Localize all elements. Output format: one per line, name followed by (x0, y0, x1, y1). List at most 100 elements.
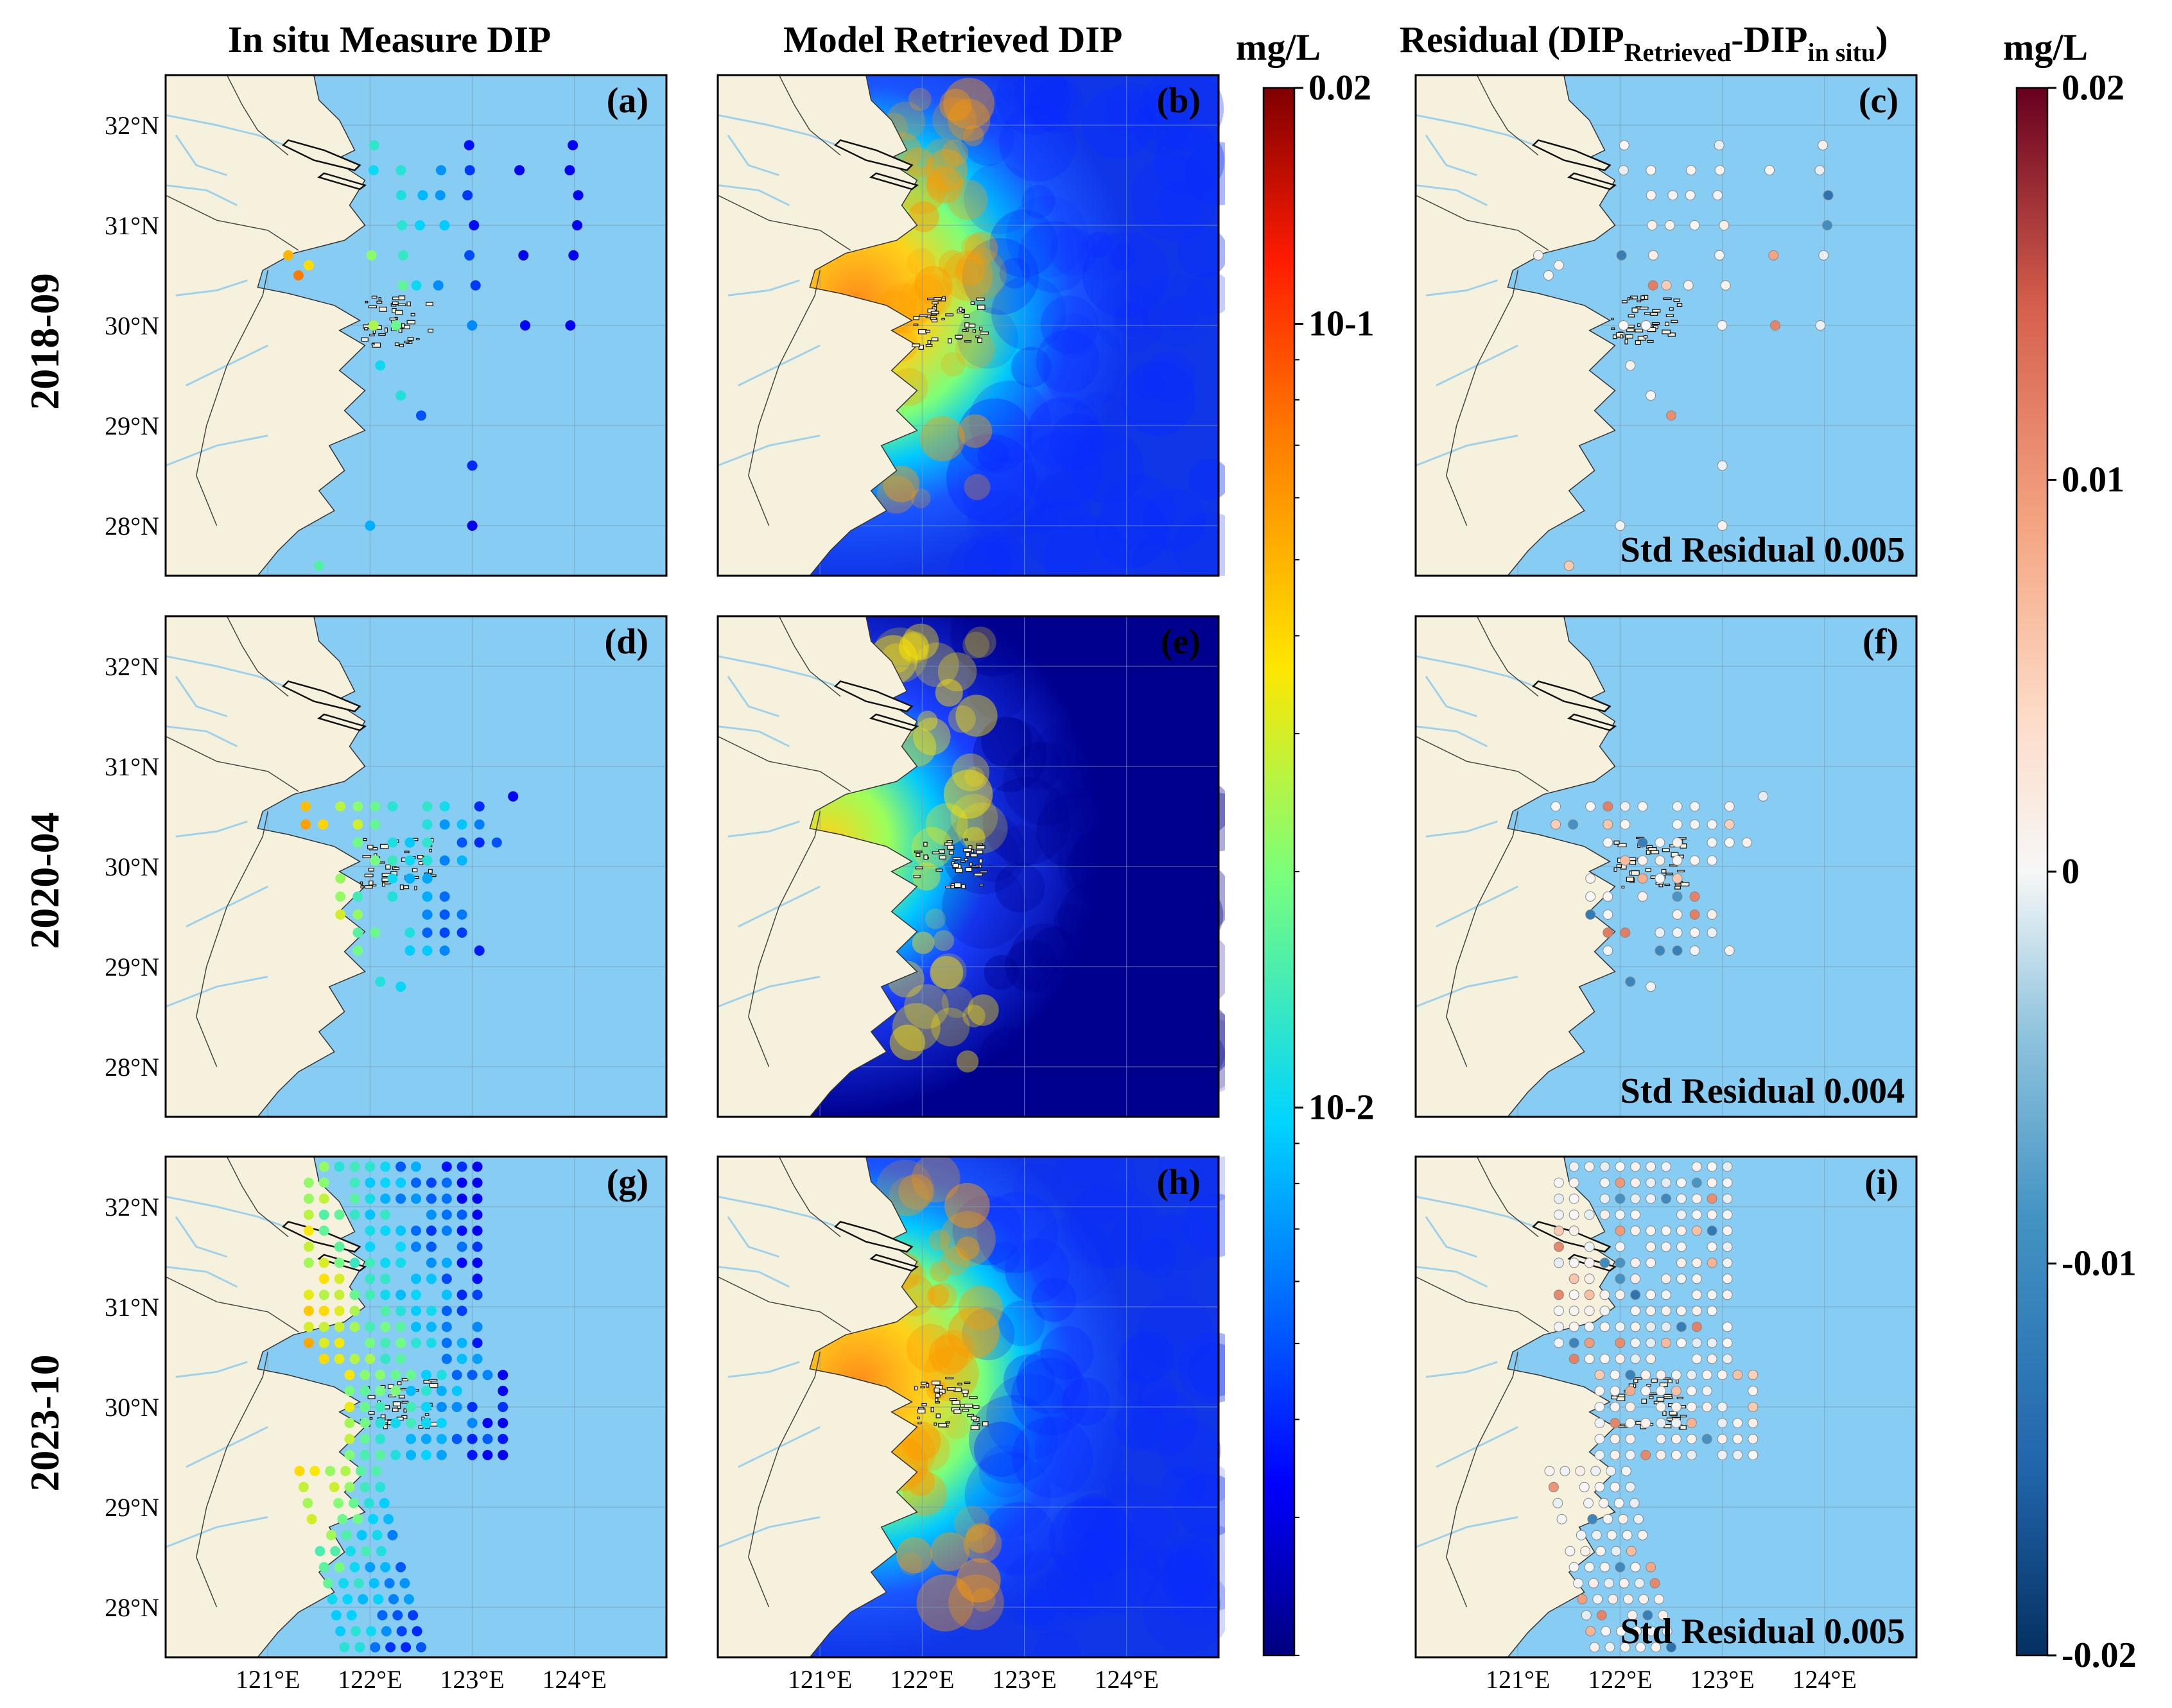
field-patch (973, 718, 1047, 792)
river (166, 435, 268, 467)
archipelago-island (975, 335, 980, 338)
archipelago-island (369, 880, 374, 886)
field-patch (1061, 1187, 1143, 1269)
station-marker (1656, 1433, 1666, 1444)
province-border (778, 616, 841, 697)
row-label-2020-04: 2020-04 (22, 812, 67, 949)
field-patch (955, 694, 998, 737)
province-border (166, 194, 299, 251)
station-marker (1724, 837, 1735, 848)
station-marker (1620, 927, 1631, 938)
station-marker (388, 1594, 399, 1605)
station-marker (1646, 1562, 1656, 1573)
field-patch (1077, 232, 1125, 280)
archipelago-island (916, 852, 921, 858)
station-marker (1661, 1306, 1671, 1316)
field-patch (958, 414, 993, 448)
archipelago-island (961, 1390, 969, 1394)
archipelago-island (945, 1377, 954, 1379)
field-patch (1115, 854, 1174, 913)
station-marker (354, 1642, 365, 1653)
residual-title-end: ) (1875, 19, 1888, 60)
station-marker (395, 1322, 406, 1333)
station-marker (406, 1449, 416, 1460)
station-marker (1629, 1497, 1640, 1508)
station-marker (1672, 819, 1683, 830)
field-patch (1044, 516, 1129, 576)
station-marker (369, 1578, 379, 1589)
station-marker (398, 250, 408, 261)
field-patch (1030, 927, 1077, 974)
field-patch (1005, 1238, 1070, 1303)
station-marker (315, 1546, 326, 1557)
station-marker (456, 837, 467, 848)
field-patch (1082, 232, 1169, 318)
field-patch (944, 1414, 969, 1439)
station-marker (1722, 1241, 1733, 1252)
colorbar-residual-tick-label: 0.02 (2062, 68, 2124, 108)
station-marker (1646, 981, 1656, 992)
lat-tick-label: 29°N (105, 411, 159, 440)
station-marker (1640, 320, 1651, 331)
station-marker (1599, 1257, 1610, 1268)
station-marker (1748, 1386, 1759, 1396)
station-marker (335, 891, 346, 902)
station-marker (451, 1370, 462, 1381)
river (166, 1266, 238, 1288)
field-patch (912, 931, 935, 954)
station-marker (1589, 1642, 1600, 1653)
river (166, 655, 299, 693)
station-marker (433, 280, 444, 291)
station-marker (375, 1449, 386, 1460)
station-marker (426, 1225, 437, 1236)
archipelago-island (1618, 1425, 1626, 1428)
station-marker (441, 1177, 452, 1188)
station-marker (1603, 927, 1613, 938)
river (718, 1266, 790, 1288)
station-marker (1691, 1225, 1702, 1236)
station-marker (1671, 1449, 1681, 1460)
archipelago-island (964, 1403, 973, 1408)
station-marker (1676, 1306, 1687, 1316)
field-patch (1095, 496, 1169, 569)
station-marker (1553, 1193, 1564, 1204)
colorbar-residual-tick-label: 0 (2062, 852, 2080, 892)
archipelago-island (381, 877, 389, 882)
station-marker (380, 1161, 391, 1172)
station-marker (318, 1322, 329, 1333)
station-marker (456, 1225, 467, 1236)
field-patch (1048, 1497, 1135, 1583)
archipelago-island (980, 331, 989, 335)
station-marker (1671, 1402, 1681, 1412)
archipelago-island (406, 320, 415, 325)
station-marker (344, 1370, 355, 1381)
station-marker (380, 1273, 391, 1284)
station-marker (352, 927, 363, 938)
archipelago-island (1674, 886, 1681, 890)
station-marker (387, 873, 398, 884)
island (1531, 139, 1612, 171)
station-marker (1630, 1338, 1641, 1349)
station-marker (1637, 837, 1648, 848)
archipelago-island (1634, 1377, 1642, 1380)
station-marker (1637, 1530, 1648, 1540)
station-marker (344, 1481, 355, 1492)
field-patch (1183, 1193, 1225, 1257)
archipelago-island (363, 838, 367, 841)
field-patch (955, 1236, 980, 1261)
archipelago-island (1676, 303, 1683, 307)
field-patch (1040, 1325, 1094, 1379)
archipelago-island (961, 309, 964, 313)
lon-tick-label: 121°E (788, 1665, 852, 1694)
station-marker (1655, 927, 1665, 938)
colorbar-dip-tick-label: 0.02 (1308, 68, 1371, 108)
archipelago-island (389, 317, 397, 321)
title-residual: Residual (DIPRetrieved-DIPin situ) (1400, 18, 1888, 67)
station-marker (1686, 1386, 1697, 1396)
province-border (226, 75, 289, 156)
field-patch (1141, 275, 1213, 347)
station-marker (441, 1306, 452, 1316)
station-marker (1667, 190, 1678, 201)
archipelago-island (1650, 312, 1658, 316)
station-marker (1619, 1578, 1629, 1589)
